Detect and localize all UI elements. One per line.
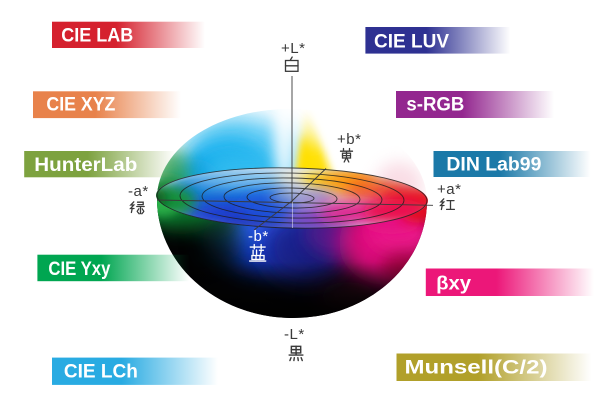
svg-text:-b*: -b*: [248, 228, 269, 245]
svg-text:+L*: +L*: [281, 40, 305, 57]
svg-text:CIE LAB: CIE LAB: [61, 26, 133, 47]
svg-text:-a*: -a*: [128, 183, 149, 200]
svg-text:Munsell(C/2): Munsell(C/2): [405, 358, 548, 379]
svg-text:CIE Yxy: CIE Yxy: [48, 259, 110, 280]
svg-text:+b*: +b*: [337, 131, 361, 148]
svg-text:CIE XYZ: CIE XYZ: [46, 94, 115, 115]
svg-text:+a*: +a*: [437, 181, 461, 198]
svg-text:-L*: -L*: [284, 326, 305, 343]
svg-text:s-RGB: s-RGB: [406, 94, 464, 115]
svg-text:CIE LCh: CIE LCh: [64, 362, 138, 383]
svg-text:βxy: βxy: [436, 274, 471, 295]
svg-text:DIN Lab99: DIN Lab99: [446, 155, 541, 176]
svg-text:CIE LUV: CIE LUV: [374, 32, 449, 53]
svg-text:HunterLab: HunterLab: [34, 155, 137, 176]
